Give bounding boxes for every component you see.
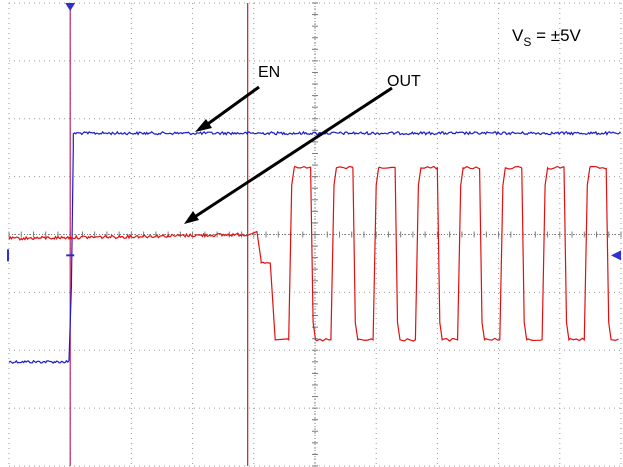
supply-v: V [512,26,524,45]
supply-rest: = ±5V [531,26,581,45]
arrow-to-en-trace [195,85,260,132]
trigger-position-marker [65,3,76,11]
marker-lines [7,3,621,466]
arrow-to-out-trace [184,86,393,224]
supply-label: VS = ±5V [512,26,582,49]
grid [8,2,622,467]
out-trace [8,165,619,342]
en-trace [8,130,621,364]
annotations: EN OUT VS = ±5V [184,26,582,224]
en-label: EN [258,64,280,81]
supply-sub: S [523,35,531,49]
out-label: OUT [387,73,421,90]
right-level-marker [611,250,621,261]
traces [8,130,621,364]
